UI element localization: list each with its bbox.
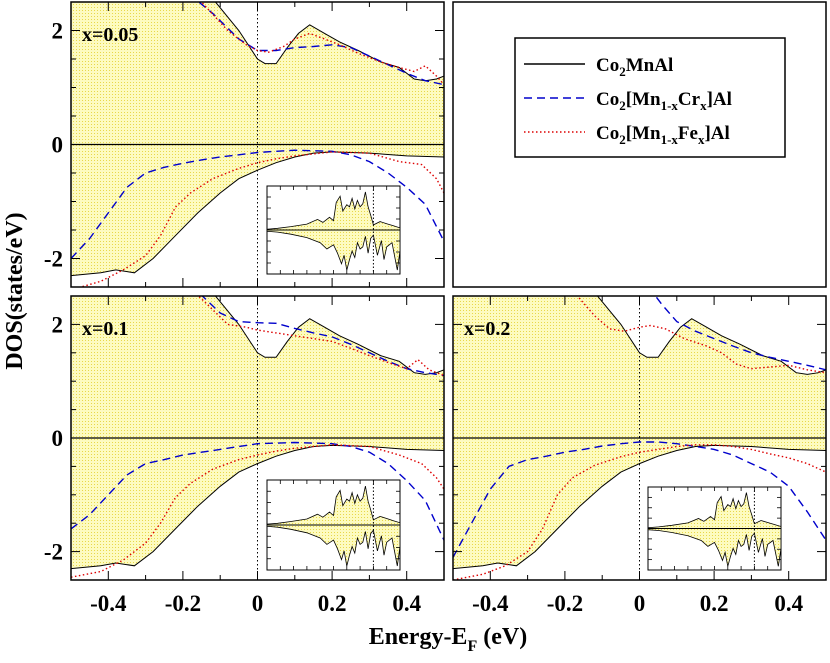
inset-up-dos [266, 191, 401, 231]
y-tick-label: 2 [52, 19, 64, 44]
legend-label-part: [Mn [626, 123, 661, 144]
legend-label-part: Co [596, 123, 619, 144]
legend-label-co2mnal: Co2MnAl [596, 55, 673, 79]
x-tick-label: 0.4 [392, 591, 421, 616]
inset-up-dos [647, 492, 782, 529]
legend-label-part: Cr [678, 89, 701, 110]
legend-label-part: Co [596, 55, 619, 76]
co2mnal-down-fill [71, 438, 444, 569]
x-axis-label-tail: (eV) [477, 624, 527, 650]
panel-2-plot [71, 296, 444, 580]
panel-1-plot [71, 2, 444, 287]
x-tick-label: -0.4 [472, 591, 509, 616]
panel-1-inset [266, 185, 401, 275]
co2mnal-up-fill [453, 296, 826, 438]
co2mnal-down-fill [453, 438, 826, 569]
co2mnal-up-line [596, 296, 826, 375]
inset-down-dos [266, 524, 401, 567]
fe-down-line [78, 151, 444, 287]
y-axis-label: DOS(states/eV) [2, 212, 28, 369]
legend-label-part: 2 [619, 98, 626, 113]
x-tick-label: -0.2 [547, 591, 583, 616]
fe-down-line [453, 444, 826, 580]
legend-label-part: ]Al [707, 89, 732, 110]
cr-down-line [71, 441, 444, 541]
co2mnal-down-line [71, 151, 444, 277]
y-tick-label: 2 [52, 312, 64, 337]
cr-down-line [71, 149, 444, 259]
inset-down-dos [647, 528, 782, 567]
x-axis-label-main: Energy-E [369, 624, 468, 650]
fe-up-line [200, 2, 444, 86]
panel-label: x=0.05 [82, 24, 138, 46]
co2mnal-up-line [214, 2, 444, 82]
legend-label-part: ]Al [704, 123, 729, 144]
y-tick-label: 0 [52, 426, 64, 451]
co2mnal-down-line [453, 444, 826, 570]
co2mnal-up-fill [71, 296, 444, 438]
panel-3-inset [647, 486, 782, 571]
legend-label-part: 1-x [661, 132, 679, 147]
legend-box [514, 37, 786, 158]
legend-label-part: MnAl [626, 55, 674, 76]
x-tick-label: 0 [252, 591, 264, 616]
fe-up-line [576, 296, 826, 374]
co2mnal-down-fill [71, 144, 444, 276]
legend-label-part: Fe [678, 123, 698, 144]
x-tick-label: 0.2 [700, 591, 729, 616]
x-tick-label: 0.4 [774, 591, 803, 616]
x-tick-label: 0.2 [318, 591, 347, 616]
panel-2-ticks [70, 295, 445, 581]
x-tick-label: 0 [634, 591, 646, 616]
x-tick-label: -0.2 [165, 591, 201, 616]
panel-label: x=0.1 [82, 318, 128, 340]
panel-3-plot [453, 296, 826, 580]
co2mnal-up-fill [71, 2, 444, 145]
y-tick-label: -2 [44, 540, 63, 565]
cr-up-line [197, 2, 444, 86]
legend-label-part: [Mn [626, 89, 661, 110]
x-axis-label-sub: F [467, 638, 477, 655]
legend-label-part: 1-x [661, 98, 679, 113]
panel-2-inset [266, 479, 401, 571]
panel-3-ticks [452, 295, 827, 581]
y-tick-label: -2 [44, 247, 63, 272]
co2mnal-up-line [214, 296, 444, 375]
y-tick-label: 0 [52, 133, 64, 158]
legend-label-part: Co [596, 89, 619, 110]
panel-1-ticks [70, 1, 445, 288]
x-tick-label: -0.4 [90, 591, 127, 616]
legend-panel-frame [452, 1, 827, 288]
cr-down-line [453, 441, 826, 558]
legend-label-part: x [700, 98, 707, 113]
legend-label-part: 2 [619, 64, 626, 79]
cr-up-line [654, 296, 826, 371]
cr-up-line [201, 296, 444, 377]
inset-up-dos [266, 486, 401, 526]
x-axis-label: Energy-EF (eV) [369, 624, 527, 655]
panel-label: x=0.2 [464, 318, 510, 340]
inset-down-dos [266, 229, 401, 271]
legend-label-part: 2 [619, 132, 626, 147]
legend-label-cr: Co2[Mn1-xCrx]Al [596, 89, 732, 113]
legend-label-fe: Co2[Mn1-xFex]Al [596, 123, 730, 147]
legend-label-part: x [698, 132, 705, 147]
